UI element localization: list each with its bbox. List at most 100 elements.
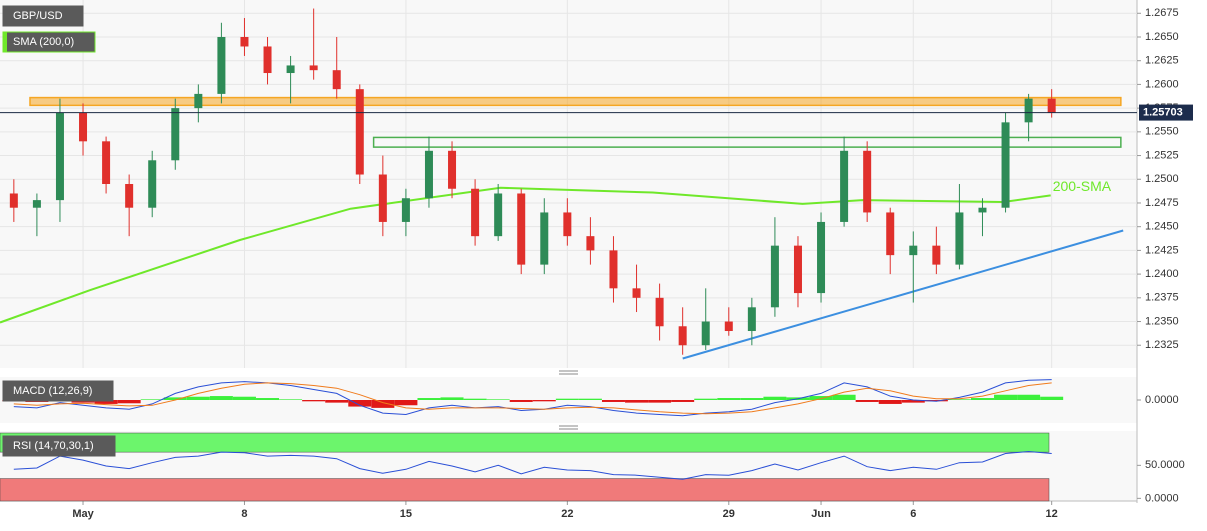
y-tick-label: 1.2425 — [1145, 244, 1179, 256]
macd-histogram-bar — [1017, 394, 1041, 400]
legend-label: SMA (200,0) — [13, 36, 74, 48]
x-tick-label: 22 — [561, 508, 573, 520]
candle-body — [655, 297, 664, 327]
candle-body — [747, 307, 756, 332]
macd-histogram-bar — [440, 397, 464, 400]
signal-line — [13, 382, 1052, 415]
macd-histogram-bar — [648, 400, 672, 403]
y-tick-label: 1.2650 — [1145, 31, 1179, 43]
legend-accent — [3, 32, 7, 52]
candle-body — [448, 150, 457, 189]
x-tick-label: 6 — [910, 508, 916, 520]
last-price-box — [1139, 104, 1193, 121]
y-tick-label: 1.2550 — [1145, 126, 1179, 138]
candle-body — [770, 245, 779, 308]
macd-histogram-bar — [901, 400, 925, 403]
macd-histogram-bar — [832, 394, 856, 400]
y-tick-label: 1.2325 — [1145, 339, 1179, 351]
candle-body — [355, 89, 364, 175]
y-tick-label: 50.0000 — [1145, 459, 1185, 471]
macd-histogram-bar — [256, 398, 280, 400]
sma-annotation: 200-SMA — [1053, 178, 1112, 194]
macd-line — [13, 379, 1052, 417]
macd-histogram-bar — [163, 397, 187, 400]
candle-body — [286, 65, 295, 74]
macd-histogram-bar — [601, 400, 625, 402]
macd-histogram-bar — [302, 400, 326, 402]
candle-body — [586, 236, 595, 251]
legend-label: MACD (12,26,9) — [13, 385, 92, 397]
macd-histogram-bar — [809, 396, 833, 400]
candle-body — [332, 70, 341, 90]
candle-body — [724, 321, 733, 332]
macd-histogram-bar — [763, 396, 787, 400]
macd-histogram-bar — [348, 400, 372, 407]
macd-histogram-bar — [394, 400, 418, 406]
x-tick-label: 12 — [1046, 508, 1058, 520]
y-tick-label: 1.2400 — [1145, 268, 1179, 280]
macd-histogram-bar — [994, 394, 1018, 400]
candle-body — [9, 193, 18, 208]
candle-body — [263, 46, 272, 74]
pane-separator — [0, 368, 1137, 377]
pane-separator — [0, 423, 1137, 431]
y-tick-label: 0.0000 — [1145, 492, 1179, 504]
y-tick-label: 1.2375 — [1145, 292, 1179, 304]
candle-body — [240, 36, 249, 47]
macd-histogram-bar — [1040, 396, 1064, 400]
legend-box — [2, 380, 114, 402]
candle-body — [148, 160, 157, 208]
candle-body — [932, 245, 941, 265]
y-tick-label: 1.2450 — [1145, 221, 1179, 233]
macd-histogram-bar — [671, 400, 695, 402]
candle-body — [863, 150, 872, 213]
candle-body — [540, 212, 549, 265]
candle-body — [793, 245, 802, 294]
zone — [372, 136, 1122, 148]
y-tick-label: 1.2525 — [1145, 149, 1179, 161]
macd-histogram-bar — [578, 398, 602, 400]
macd-histogram-bar — [625, 400, 649, 403]
macd-histogram-bar — [947, 399, 971, 400]
oversold-band — [0, 478, 1050, 502]
macd-histogram-bar — [740, 398, 764, 400]
candle-body — [840, 150, 849, 222]
y-tick-label: 1.2475 — [1145, 197, 1179, 209]
legend-label: RSI (14,70,30,1) — [13, 440, 94, 452]
candle-body — [309, 65, 318, 71]
macd-histogram-bar — [486, 399, 510, 400]
macd-histogram-bar — [279, 399, 303, 400]
candle-body — [217, 36, 226, 94]
candle-body — [401, 198, 410, 222]
candle-body — [909, 245, 918, 256]
macd-histogram-bar — [232, 396, 256, 400]
zone — [29, 96, 1122, 107]
macd-histogram-bar — [878, 400, 902, 404]
x-tick-label: 8 — [241, 508, 247, 520]
candle-body — [817, 221, 826, 294]
candle-body — [609, 250, 618, 289]
candle-body — [424, 150, 433, 199]
y-tick-label: 0.0000 — [1145, 394, 1179, 406]
x-tick-label: Jun — [811, 508, 831, 520]
rsi-line — [13, 450, 1052, 480]
macd-histogram-bar — [417, 398, 441, 400]
macd-histogram-bar — [463, 398, 487, 400]
y-tick-label: 1.2625 — [1145, 55, 1179, 67]
candle-body — [955, 212, 964, 265]
macd-histogram-bar — [186, 396, 210, 400]
macd-histogram-bar — [717, 398, 741, 400]
legend-label: GBP/USD — [13, 10, 63, 22]
candle-body — [517, 193, 526, 265]
macd-histogram-bar — [694, 398, 718, 400]
macd-histogram-bar — [855, 400, 879, 402]
macd-histogram-bar — [94, 400, 118, 404]
candle-body — [125, 184, 134, 208]
last-price-label: 1.25703 — [1143, 106, 1183, 118]
candle-body — [32, 200, 41, 208]
candle-body — [632, 288, 641, 298]
y-tick-label: 1.2600 — [1145, 78, 1179, 90]
y-tick-label: 1.2350 — [1145, 315, 1179, 327]
trend-line — [682, 229, 1124, 360]
